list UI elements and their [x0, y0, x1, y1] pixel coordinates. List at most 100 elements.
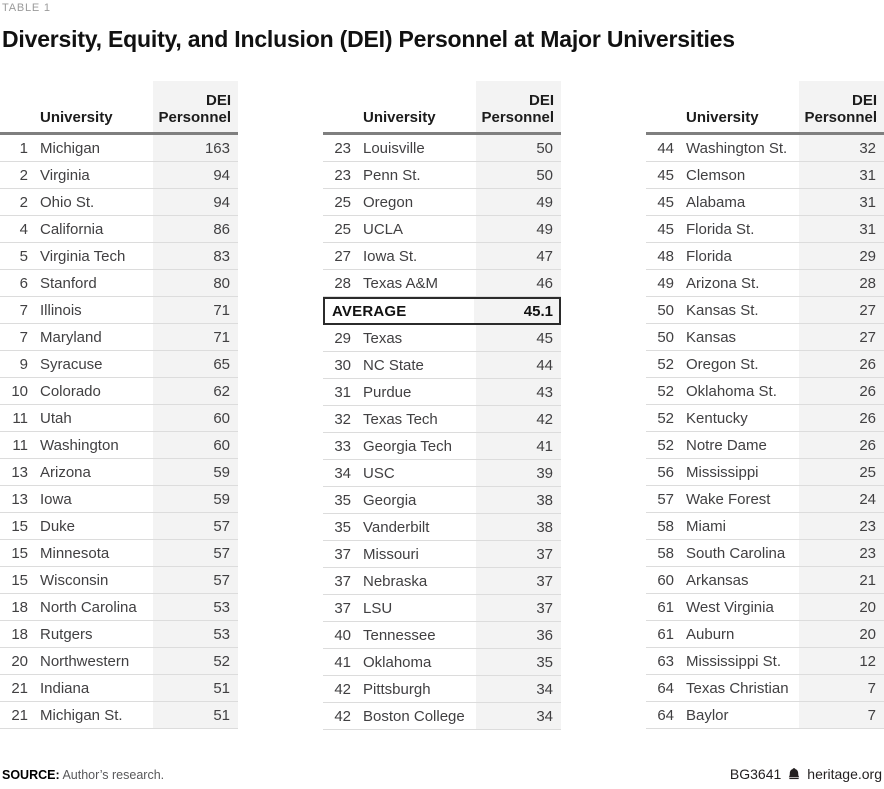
dei-personnel-cell: 83 — [153, 243, 238, 269]
university-cell: UCLA — [363, 220, 404, 238]
rank-cell: 15 — [11, 544, 28, 562]
university-cell: Kansas St. — [686, 301, 759, 319]
rank-cell: 7 — [19, 301, 28, 319]
dei-personnel-cell: 31 — [799, 189, 884, 215]
university-cell: NC State — [363, 356, 424, 374]
average-label: AVERAGE — [332, 302, 407, 320]
table-body: 1 Michigan 163 2 Virginia 94 2 Ohio St. … — [0, 135, 238, 729]
dei-personnel-cell: 47 — [476, 243, 561, 269]
university-cell: Indiana — [40, 679, 90, 697]
rank-cell: 45 — [657, 166, 674, 184]
dei-personnel-cell: 65 — [153, 351, 238, 377]
university-cell: Florida St. — [686, 220, 755, 238]
rank-cell: 11 — [12, 409, 28, 427]
university-cell: Utah — [40, 409, 72, 427]
dei-personnel-cell: 35 — [476, 649, 561, 675]
table-row: 37 Nebraska 37 — [323, 568, 561, 595]
table-row: 23 Louisville 50 — [323, 135, 561, 162]
university-cell: West Virginia — [686, 598, 774, 616]
dei-personnel-cell: 12 — [799, 648, 884, 674]
rank-cell: 13 — [11, 490, 28, 508]
dei-personnel-cell: 52 — [153, 648, 238, 674]
rank-cell: 32 — [334, 410, 351, 428]
rank-cell: 18 — [11, 598, 28, 616]
rank-cell: 34 — [334, 464, 351, 482]
dei-personnel-cell: 26 — [799, 405, 884, 431]
rank-cell: 58 — [657, 517, 674, 535]
dei-personnel-cell: 53 — [153, 621, 238, 647]
rank-cell: 33 — [334, 437, 351, 455]
university-cell: Georgia — [363, 491, 417, 509]
rank-cell: 64 — [657, 706, 674, 724]
dei-personnel-cell: 49 — [476, 216, 561, 242]
table-row: 27 Iowa St. 47 — [323, 243, 561, 270]
website: heritage.org — [807, 766, 882, 782]
rank-cell: 25 — [334, 193, 351, 211]
table-row: 15 Wisconsin 57 — [0, 567, 238, 594]
dei-personnel-cell: 29 — [799, 243, 884, 269]
dei-personnel-cell: 23 — [799, 540, 884, 566]
rank-cell: 20 — [11, 652, 28, 670]
rank-cell: 2 — [19, 166, 28, 184]
university-column-header: University — [40, 109, 113, 126]
table-row: 23 Penn St. 50 — [323, 162, 561, 189]
dei-personnel-cell: 49 — [476, 189, 561, 215]
university-cell: Texas — [363, 329, 403, 347]
table-row: 44 Washington St. 32 — [646, 135, 884, 162]
table-row: 34 USC 39 — [323, 460, 561, 487]
rank-cell: 61 — [657, 625, 674, 643]
university-cell: USC — [363, 464, 395, 482]
dei-personnel-cell: 20 — [799, 594, 884, 620]
dei-personnel-cell: 20 — [799, 621, 884, 647]
table-row: 21 Indiana 51 — [0, 675, 238, 702]
university-cell: Nebraska — [363, 572, 428, 590]
university-cell: Iowa St. — [363, 247, 418, 265]
dei-personnel-cell: 34 — [476, 676, 561, 702]
rank-cell: 29 — [334, 329, 351, 347]
university-table-2: University DEI Personnel 23 Louisville 5… — [323, 81, 561, 730]
rank-cell: 41 — [334, 653, 351, 671]
rank-cell: 52 — [657, 382, 674, 400]
university-cell: Rutgers — [40, 625, 93, 643]
dei-personnel-cell: 60 — [153, 405, 238, 431]
table-row: 28 Texas A&M 46 — [323, 270, 561, 297]
table-row: 41 Oklahoma 35 — [323, 649, 561, 676]
rank-cell: 45 — [657, 193, 674, 211]
university-cell: North Carolina — [40, 598, 137, 616]
dei-personnel-cell: 53 — [153, 594, 238, 620]
rank-cell: 63 — [657, 652, 674, 670]
table-row: 52 Kentucky 26 — [646, 405, 884, 432]
table-row: 1 Michigan 163 — [0, 135, 238, 162]
dei-personnel-cell: 27 — [799, 324, 884, 350]
table-row: 9 Syracuse 65 — [0, 351, 238, 378]
university-cell: Northwestern — [40, 652, 130, 670]
rank-cell: 25 — [334, 220, 351, 238]
table-row: 63 Mississippi St. 12 — [646, 648, 884, 675]
table-row: 18 Rutgers 53 — [0, 621, 238, 648]
figure-footer: SOURCE: Author’s research. BG3641 herita… — [2, 766, 882, 782]
rank-cell: 42 — [334, 707, 351, 725]
table-row: 21 Michigan St. 51 — [0, 702, 238, 729]
dei-personnel-cell: 38 — [476, 514, 561, 540]
rank-cell: 15 — [11, 517, 28, 535]
dei-personnel-cell: 57 — [153, 540, 238, 566]
rank-cell: 9 — [19, 355, 28, 373]
university-cell: Wake Forest — [686, 490, 771, 508]
rank-cell: 23 — [334, 139, 351, 157]
source-text: Author’s research. — [62, 768, 165, 782]
university-cell: Georgia Tech — [363, 437, 452, 455]
rank-cell: 28 — [334, 274, 351, 292]
university-cell: Tennessee — [363, 626, 436, 644]
table-row: 45 Clemson 31 — [646, 162, 884, 189]
university-cell: Florida — [686, 247, 732, 265]
table-row: 52 Oklahoma St. 26 — [646, 378, 884, 405]
university-cell: Illinois — [40, 301, 82, 319]
table-row: 61 West Virginia 20 — [646, 594, 884, 621]
table-row: 52 Oregon St. 26 — [646, 351, 884, 378]
university-cell: Penn St. — [363, 166, 421, 184]
dei-personnel-cell: 26 — [799, 378, 884, 404]
table-row: 50 Kansas St. 27 — [646, 297, 884, 324]
document-id: BG3641 — [729, 766, 782, 782]
table-row: 5 Virginia Tech 83 — [0, 243, 238, 270]
table-row: 60 Arkansas 21 — [646, 567, 884, 594]
